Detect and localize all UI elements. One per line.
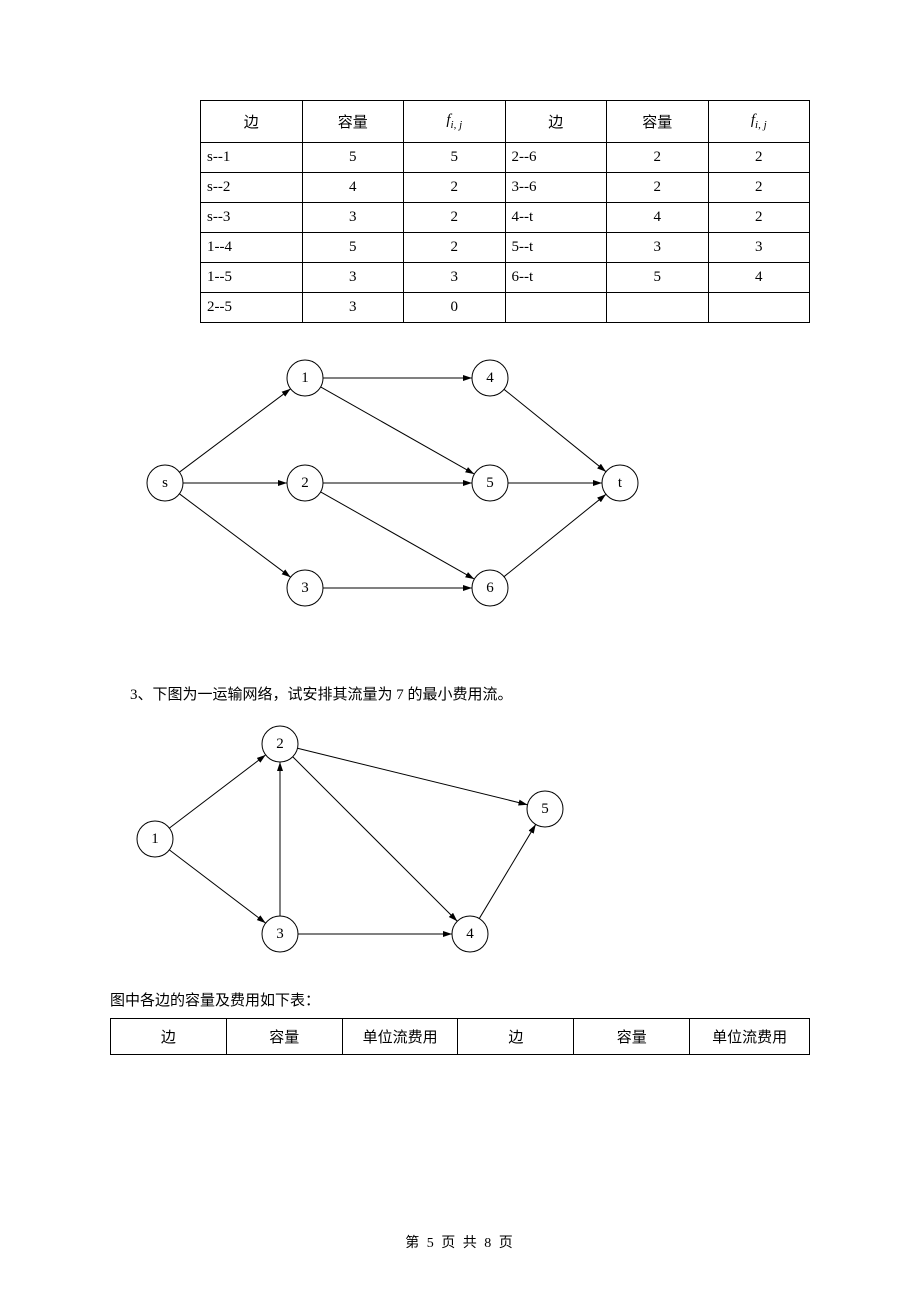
svg-text:6: 6: [486, 580, 494, 596]
table-row: s--2 4 2 3--6 2 2: [201, 173, 810, 203]
svg-text:1: 1: [151, 831, 159, 847]
table-row: 1--4 5 2 5--t 3 3: [201, 233, 810, 263]
svg-text:5: 5: [541, 801, 549, 817]
svg-text:3: 3: [301, 580, 309, 596]
col-fij-1: fi, j: [404, 101, 506, 143]
svg-text:3: 3: [276, 926, 284, 942]
col-edge-2: 边: [505, 101, 607, 143]
svg-text:5: 5: [486, 475, 494, 491]
col-capacity-1: 容量: [302, 101, 404, 143]
cost-table-2: 边 容量 单位流费用 边 容量 单位流费用: [110, 1018, 810, 1055]
table-row: 1--5 3 3 6--t 5 4: [201, 263, 810, 293]
svg-text:2: 2: [276, 736, 284, 752]
problem-3-text: 3、下图为一运输网络，试安排其流量为 7 的最小费用流。: [130, 683, 810, 704]
col-edge-2: 边: [458, 1019, 574, 1055]
table-2-caption: 图中各边的容量及费用如下表：: [110, 989, 810, 1010]
svg-text:s: s: [162, 475, 168, 491]
network-diagram-1: s123456t: [130, 343, 660, 623]
svg-text:1: 1: [301, 370, 309, 386]
col-unitcost-2: 单位流费用: [690, 1019, 810, 1055]
table-row: 2--5 3 0: [201, 293, 810, 323]
table-row: s--1 5 5 2--6 2 2: [201, 143, 810, 173]
col-capacity-1: 容量: [226, 1019, 342, 1055]
svg-text:4: 4: [466, 926, 474, 942]
network-diagram-2: 1 2 3 4 5: [130, 719, 630, 959]
table-header-row: 边 容量 单位流费用 边 容量 单位流费用: [111, 1019, 810, 1055]
col-unitcost-1: 单位流费用: [342, 1019, 458, 1055]
col-capacity-2: 容量: [574, 1019, 690, 1055]
col-capacity-2: 容量: [607, 101, 709, 143]
col-edge-1: 边: [201, 101, 303, 143]
svg-text:2: 2: [301, 475, 309, 491]
col-fij-2: fi, j: [708, 101, 810, 143]
col-edge-1: 边: [111, 1019, 227, 1055]
table-row: s--3 3 2 4--t 4 2: [201, 203, 810, 233]
table-header-row: 边 容量 fi, j 边 容量 fi, j: [201, 101, 810, 143]
flow-table-1: 边 容量 fi, j 边 容量 fi, j s--1 5 5 2--6 2 2 …: [200, 100, 810, 323]
svg-text:4: 4: [486, 370, 494, 386]
page-footer: 第 5 页 共 8 页: [0, 1232, 920, 1252]
